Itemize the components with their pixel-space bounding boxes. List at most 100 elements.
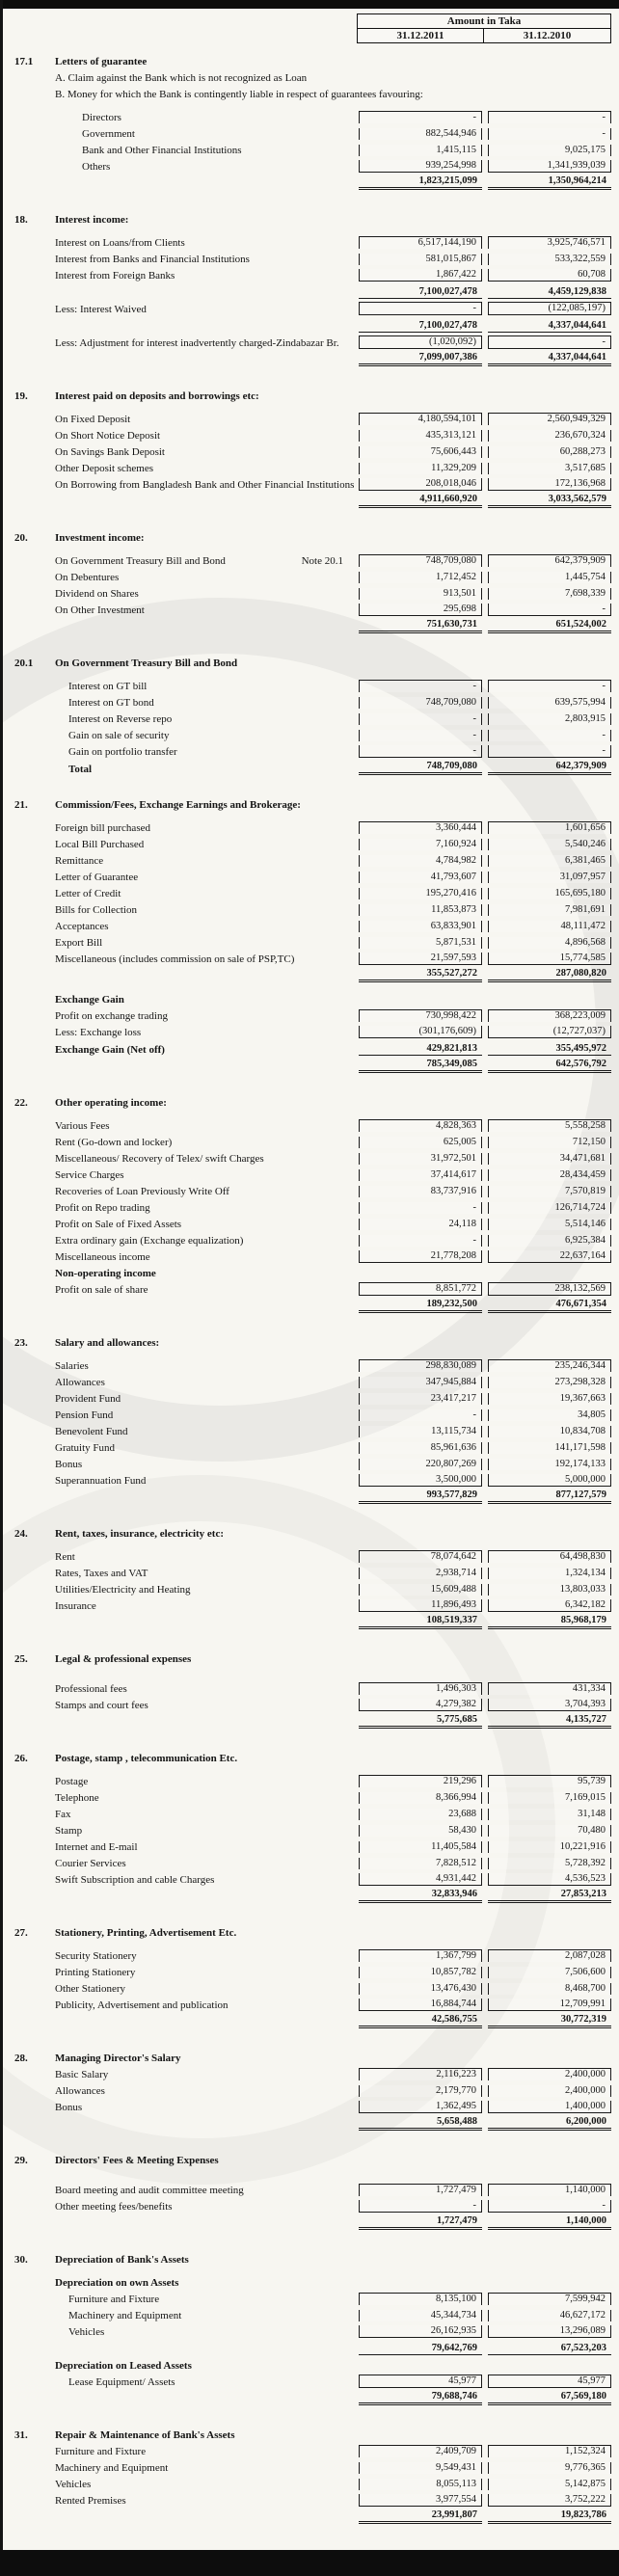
- spacer: [13, 669, 611, 676]
- value-2010: 192,174,133: [488, 1459, 611, 1470]
- value-2010: 1,140,000: [488, 2184, 611, 2196]
- value-2011: 189,232,500: [359, 1299, 482, 1313]
- table-row: Security Stationery 1,367,799 2,087,028: [13, 1945, 611, 1962]
- table-row: Allowances 2,179,770 2,400,000: [13, 2080, 611, 2097]
- row-label: Printing Stationery: [55, 1967, 136, 1978]
- table-row: Pension Fund -34,805: [13, 1405, 611, 1421]
- value-2010: 6,342,182: [488, 1599, 611, 1612]
- value-2011: 1,823,215,099: [359, 175, 482, 190]
- row-label: Local Bill Purchased: [55, 839, 145, 850]
- row-label: Insurance: [55, 1600, 96, 1612]
- row-label: Non-operating income: [55, 1268, 156, 1279]
- value-2011: 748,709,080: [359, 761, 482, 775]
- table-row: Service Charges 37,414,617 28,434,459: [13, 1165, 611, 1181]
- value-2010: 1,601,656: [488, 821, 611, 834]
- value-2011: 3,500,000: [359, 1474, 482, 1487]
- spacer: [13, 2266, 611, 2272]
- section-header: 29. Directors' Fees & Meeting Expenses: [13, 2150, 611, 2166]
- section-number: 18.: [14, 214, 28, 226]
- value-2010: 5,728,392: [488, 1858, 611, 1869]
- table-row: On Short Notice Deposit 435,313,121 236,67…: [13, 425, 611, 442]
- value-2011: 21,597,593: [359, 953, 482, 965]
- spacer: [13, 1349, 611, 1355]
- spacer: [13, 1109, 611, 1115]
- section-title: Rent, taxes, insurance, electricity etc:: [55, 1528, 225, 1540]
- row-label: Machinery and Equipment: [55, 2462, 169, 2474]
- value-2011: 8,135,100: [359, 2293, 482, 2305]
- row-label: Rent (Go-down and locker): [55, 1137, 173, 1148]
- spacer: [13, 1665, 611, 1672]
- value-box-group: Rent 78,074,642 64,498,830 Rates, Taxes and…: [13, 1546, 611, 1612]
- row-label: Allowances: [55, 1377, 105, 1388]
- value-2010: 28,434,459: [488, 1169, 611, 1181]
- value-2011: 581,015,867: [359, 254, 482, 265]
- total-row: 7,100,027,478 4,337,044,641: [13, 316, 611, 333]
- table-row: Printing Stationery 10,857,782 7,506,600: [13, 1962, 611, 1978]
- row-label: Rates, Taxes and VAT: [55, 1568, 148, 1579]
- table-row: Other Stationery 13,476,430 8,468,700: [13, 1978, 611, 1995]
- value-2011: 4,828,363: [359, 1119, 482, 1132]
- value-box-group: Postage 219,296 95,739 Telephone 8,366,994 7,…: [13, 1771, 611, 1886]
- value-2010: 6,925,384: [488, 1235, 611, 1247]
- value-2010: (122,085,197): [488, 302, 611, 315]
- table-row: Rented Premises 3,977,554 3,752,222: [13, 2490, 611, 2507]
- spacer: [13, 1540, 611, 1546]
- value-2011: 75,606,443: [359, 446, 482, 458]
- table-row: Interest on Loans/from Clients 6,517,144,…: [13, 232, 611, 249]
- section-title: Depreciation of Bank's Assets: [55, 2254, 189, 2266]
- value-2010: 4,135,727: [488, 1714, 611, 1729]
- section-header: 31. Repair & Maintenance of Bank's Assets: [13, 2425, 611, 2441]
- value-2011: 1,367,799: [359, 1949, 482, 1962]
- value-2010: 3,517,685: [488, 463, 611, 474]
- value-2010: 5,514,146: [488, 1219, 611, 1230]
- table-row: Government 882,544,946-: [13, 123, 611, 140]
- section-number: 24.: [14, 1528, 28, 1540]
- value-2011: -: [359, 713, 482, 725]
- table-row: Remittance 4,784,982 6,381,465: [13, 850, 611, 867]
- amount-in-taka-label: Amount in Taka: [358, 14, 610, 29]
- value-2011: 79,688,746: [359, 2391, 482, 2405]
- row-label: Less: Adjustment for interest inadverten…: [55, 337, 339, 349]
- value-2011: 42,586,755: [359, 2014, 482, 2028]
- row-label: Swift Subscription and cable Charges: [55, 1874, 215, 1886]
- table-row: Bank and Other Financial Institutions 1,4…: [13, 140, 611, 156]
- page-left-edge-bar: [0, 0, 3, 2576]
- row-label: Utilities/Electricity and Heating: [55, 1584, 191, 1596]
- section-header: 24. Rent, taxes, insurance, electricity e…: [13, 1523, 611, 1540]
- value-2011: 23,991,807: [359, 2509, 482, 2524]
- value-2010: -: [488, 604, 611, 616]
- value-2011: 748,709,080: [359, 554, 482, 567]
- value-2011: 45,977: [359, 2375, 482, 2388]
- section-header: 20.1 On Government Treasury Bill and Bond: [13, 653, 611, 669]
- table-row: Profit on Repo trading -126,714,724: [13, 1197, 611, 1214]
- section-header: 27. Stationery, Printing, Advertisement E…: [13, 1922, 611, 1939]
- section-22: 22. Other operating income: Various Fees 4,…: [13, 1092, 611, 1313]
- row-label: B. Money for which the Bank is contingen…: [55, 89, 423, 100]
- table-row: Other meeting fees/benefits - -: [13, 2196, 611, 2213]
- value-2010: 67,523,203: [488, 2343, 611, 2355]
- spacer: [13, 100, 611, 107]
- table-row: Foreign bill purchased 3,360,444 1,601,656: [13, 818, 611, 834]
- section-header: 30. Depreciation of Bank's Assets: [13, 2249, 611, 2266]
- value-2010: 12,709,991: [488, 1999, 611, 2011]
- value-2011: 26,162,935: [359, 2325, 482, 2338]
- section-23: 23. Salary and allowances: Salaries 298,830…: [13, 1332, 611, 1504]
- value-box-group: Profit on exchange trading 730,998,422 368…: [13, 1006, 611, 1038]
- value-2011: (1,020,092): [359, 335, 482, 349]
- section-number: 27.: [14, 1927, 28, 1939]
- table-row: Stamp 58,430 70,480: [13, 1820, 611, 1837]
- value-2010: -: [488, 730, 611, 741]
- total-row: 79,688,746 67,569,180: [13, 2389, 611, 2405]
- value-2011: 78,074,642: [359, 1550, 482, 1563]
- value-2010: (12,727,037): [488, 1026, 611, 1038]
- value-2011: 1,867,422: [359, 269, 482, 282]
- row-label: A. Claim against the Bank which is not r…: [55, 72, 308, 84]
- row-label: Vehicles: [55, 2479, 92, 2490]
- table-row: Directors - -: [13, 107, 611, 123]
- value-2010: -: [488, 111, 611, 123]
- total-row: 23,991,807 19,823,786: [13, 2508, 611, 2524]
- value-2010: 1,445,754: [488, 572, 611, 583]
- row-label: Extra ordinary gain (Exchange equalizati…: [55, 1235, 244, 1247]
- table-row: Board meeting and audit committee meetin…: [13, 2180, 611, 2196]
- value-2010: 642,379,909: [488, 554, 611, 567]
